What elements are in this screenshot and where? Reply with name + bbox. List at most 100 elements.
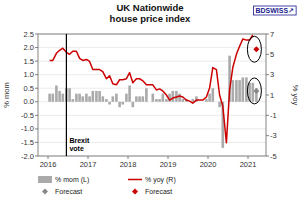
x-tick (48, 156, 49, 159)
y2-tick-label: -5 (270, 152, 277, 161)
legend-label: % mom (L) (55, 176, 89, 184)
y-tick (35, 61, 38, 62)
y2-tick (266, 54, 269, 55)
logo-box (253, 6, 296, 15)
bar (198, 101, 201, 102)
bar (108, 102, 111, 105)
y2-tick-label: 5 (270, 50, 274, 59)
bar (251, 83, 254, 102)
bar (238, 80, 241, 102)
y-tick (35, 156, 38, 157)
bar (85, 94, 88, 102)
y-tick-label: -2.0 (21, 152, 34, 161)
y2-tick (266, 95, 269, 96)
y-tick (35, 101, 38, 102)
bar (208, 94, 211, 102)
y2-tick-label: 7 (270, 30, 274, 39)
y-tick-label: 0.0 (24, 97, 34, 106)
legend-swatch (42, 189, 48, 195)
x-tick (208, 156, 209, 159)
bar (55, 86, 58, 102)
grid-line (38, 115, 266, 116)
grid-line (38, 128, 266, 129)
legend-label: Forecast (145, 188, 172, 195)
bar (71, 99, 74, 102)
legend-swatch (38, 176, 52, 183)
forecast-marker (253, 88, 259, 94)
bar (78, 94, 81, 102)
y2-tick-label: -3 (270, 131, 277, 140)
title: UK Nationwidehouse price index (110, 2, 191, 24)
y-axis-label: % mom (2, 82, 11, 107)
plot-data (48, 35, 259, 148)
bar (141, 96, 144, 101)
bar (225, 101, 228, 102)
forecast-marker (253, 46, 259, 52)
bar (51, 94, 54, 102)
y2-tick (266, 135, 269, 136)
x-tick-label: 2019 (160, 160, 177, 169)
chart: Brexitvote-2.0-1.5-1.0-0.50.00.51.01.52.… (0, 0, 300, 214)
y2-tick-label: -1 (270, 111, 277, 120)
x-tick (248, 156, 249, 159)
bar (101, 96, 104, 101)
bar (58, 91, 61, 102)
bar (135, 96, 138, 101)
bar (201, 101, 204, 102)
grid-line (38, 61, 266, 62)
bar (68, 88, 71, 102)
bar (158, 99, 161, 102)
y-tick (35, 34, 38, 35)
x-tick-label: 2018 (120, 160, 137, 169)
bar (181, 99, 184, 102)
text-line: UK Nationwide (116, 2, 183, 13)
bar (151, 94, 154, 102)
bar (215, 101, 218, 102)
bar (145, 88, 148, 102)
y2-tick-label: 3 (270, 70, 274, 79)
bar (81, 96, 84, 101)
bar (95, 91, 98, 102)
bar (61, 94, 64, 102)
bar (161, 94, 164, 102)
x-tick (168, 156, 169, 159)
event-line (66, 34, 67, 156)
y-tick (35, 142, 38, 143)
bar (155, 99, 158, 102)
legend-swatch (132, 189, 138, 195)
bar (205, 99, 208, 102)
logo-text: BDSWISS↗ (255, 7, 294, 14)
bar (111, 96, 114, 101)
plot-frame (38, 34, 266, 156)
text-line: vote (69, 145, 84, 152)
y2-tick (266, 115, 269, 116)
y-tick-label: 0.5 (24, 84, 34, 93)
y-tick-label: 2.0 (24, 43, 34, 52)
x-tick-label: 2021 (240, 160, 257, 169)
bar (178, 94, 181, 102)
bar (115, 94, 118, 102)
y-tick (35, 128, 38, 129)
bar (131, 102, 134, 107)
y2-axis-label: % yoy (291, 85, 300, 106)
y2-tick (266, 156, 269, 157)
grid (38, 34, 266, 156)
y2-tick-label: 1 (270, 91, 274, 100)
bar (48, 94, 51, 102)
y-tick (35, 47, 38, 48)
grid-line (38, 47, 266, 48)
event-label: Brexitvote (69, 137, 90, 152)
y-tick-label: 2.5 (24, 30, 34, 39)
x-tick-label: 2016 (40, 160, 57, 169)
bar (88, 96, 91, 101)
bar (105, 99, 108, 102)
y-tick (35, 88, 38, 89)
x-tick-label: 2017 (80, 160, 97, 169)
highlight-ellipse (247, 78, 261, 104)
y-tick-label: 1.5 (24, 57, 34, 66)
bar (171, 91, 174, 102)
bar (98, 91, 101, 102)
bar (218, 102, 221, 107)
bar (121, 102, 124, 105)
bar (241, 77, 244, 101)
